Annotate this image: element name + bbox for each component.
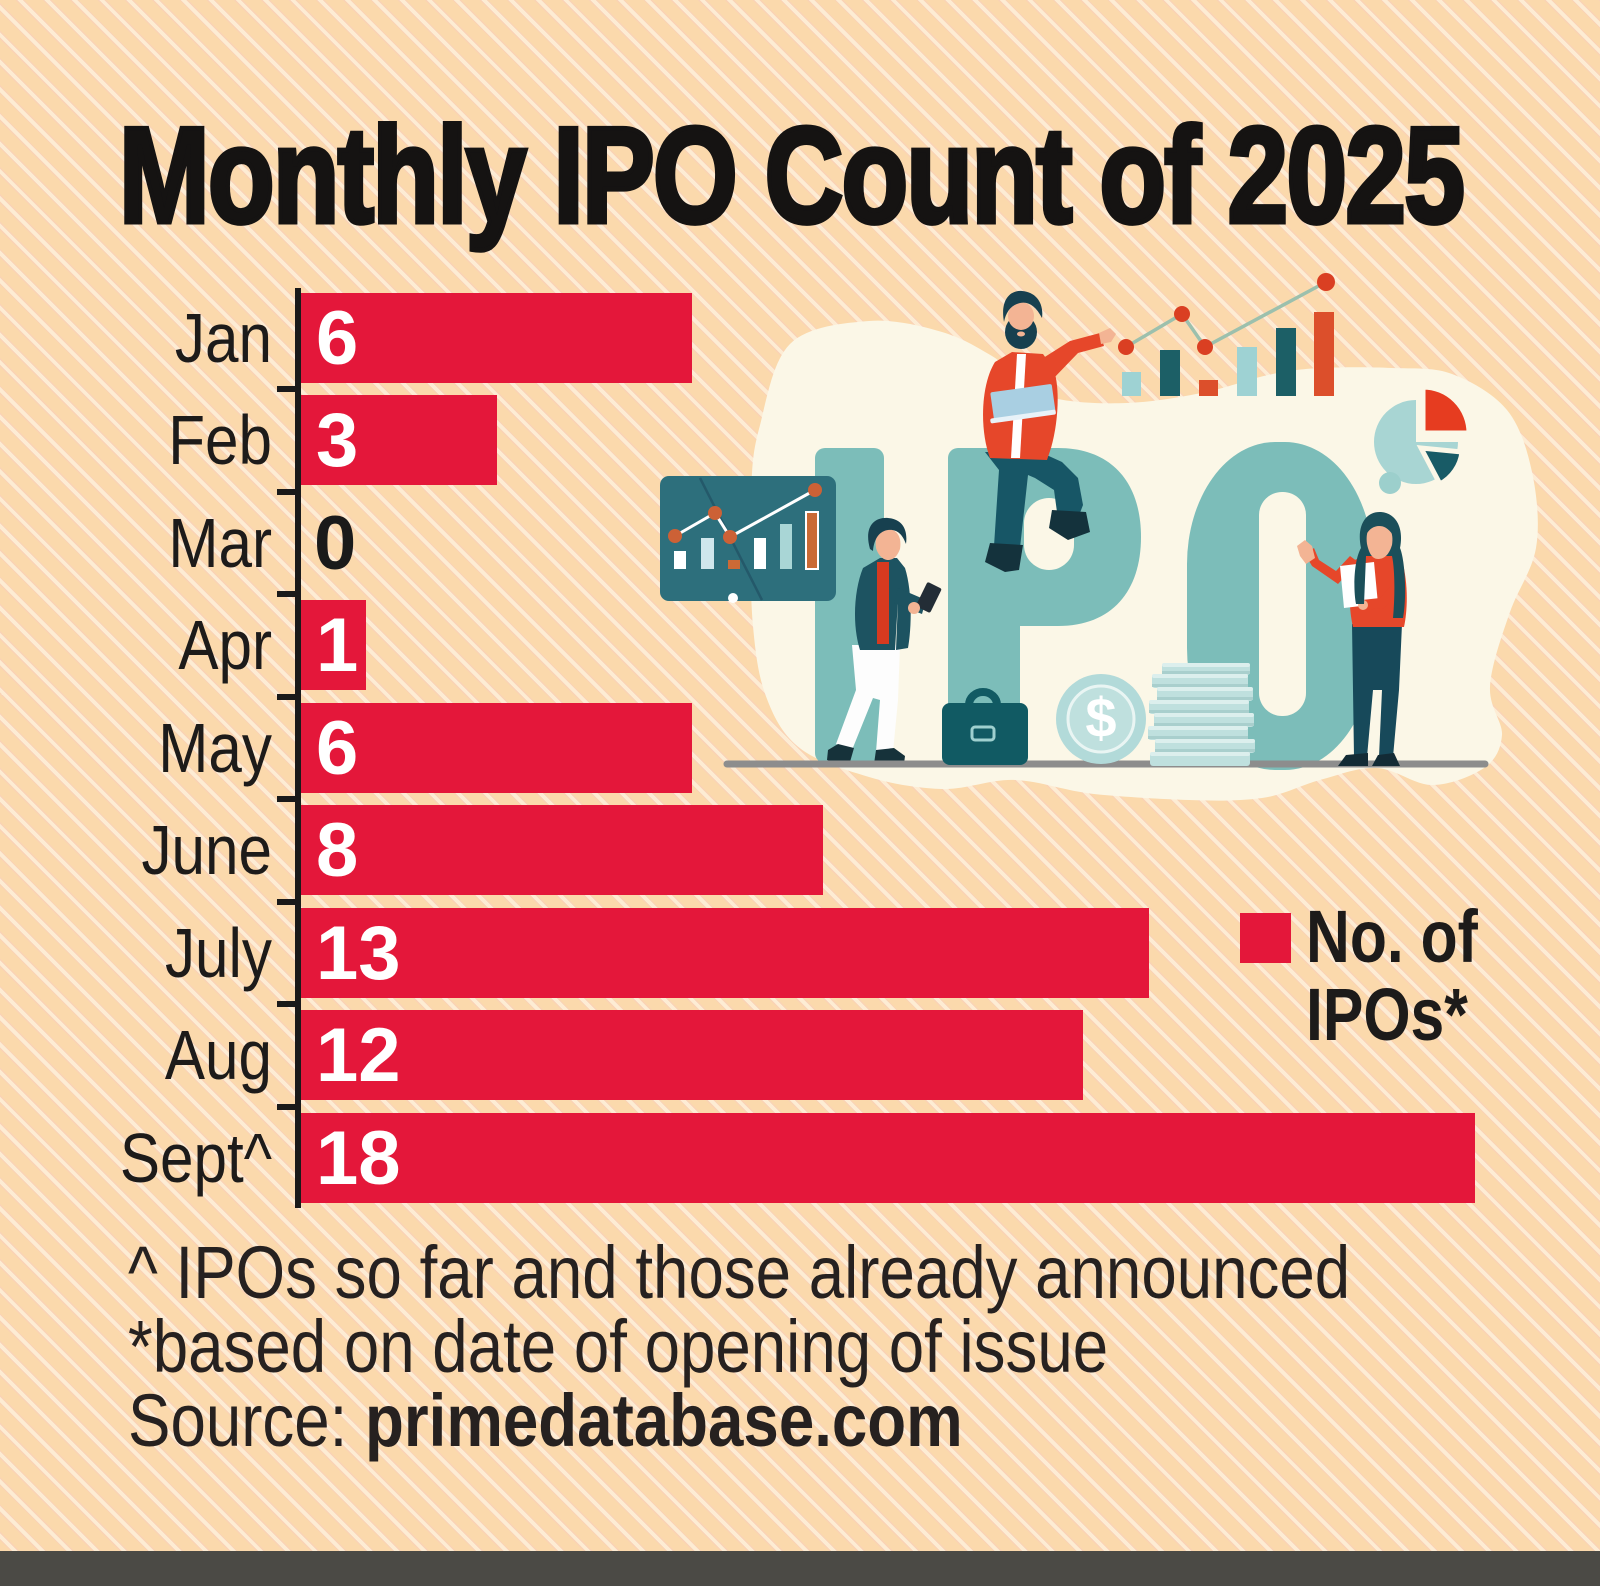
svg-text:$: $ <box>1085 686 1116 749</box>
